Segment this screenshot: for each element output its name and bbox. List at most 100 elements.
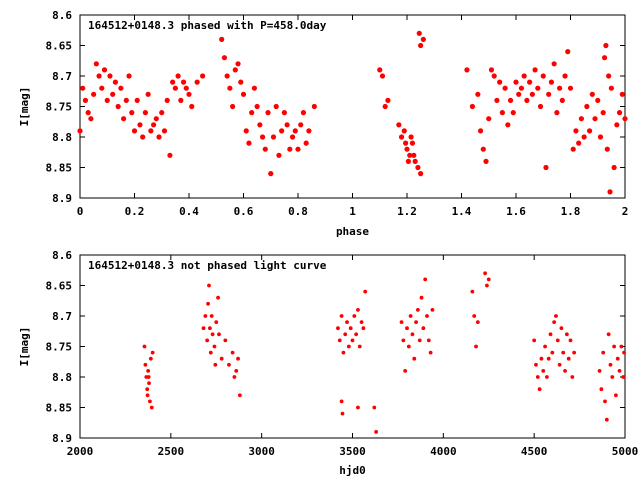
data-point — [412, 158, 418, 164]
data-point — [336, 326, 340, 331]
data-point — [521, 73, 527, 79]
data-point — [159, 110, 165, 116]
data-point — [555, 338, 560, 343]
data-point — [600, 110, 606, 116]
data-point — [430, 308, 435, 312]
data-point — [548, 332, 553, 337]
data-point — [80, 85, 86, 91]
data-point — [570, 375, 575, 379]
data-point — [276, 152, 282, 158]
data-point — [213, 362, 218, 367]
x-tick-label: 1.6 — [506, 205, 526, 218]
data-point — [352, 314, 357, 318]
data-point — [107, 73, 113, 79]
data-point — [480, 146, 486, 152]
data-point — [156, 134, 162, 140]
data-point — [510, 110, 516, 116]
data-point — [207, 326, 212, 331]
x-tick-label: 1.8 — [561, 205, 581, 218]
data-point — [259, 134, 266, 140]
data-point — [557, 362, 562, 367]
data-point — [210, 332, 215, 337]
data-point — [121, 116, 127, 122]
data-point — [238, 79, 244, 85]
data-point — [608, 362, 613, 367]
data-point — [576, 140, 582, 146]
data-point — [306, 128, 312, 134]
x-tick-label: 3000 — [248, 445, 275, 458]
data-point — [622, 116, 628, 122]
data-point — [469, 103, 475, 110]
data-point — [403, 369, 408, 373]
data-point — [77, 128, 83, 134]
data-point — [552, 320, 557, 324]
data-point — [219, 36, 225, 43]
x-tick-label: 3500 — [339, 445, 366, 458]
x-axis-label: hjd0 — [339, 464, 366, 477]
y-axis-label: I[mag] — [18, 327, 31, 367]
data-point — [311, 103, 317, 110]
data-point — [411, 152, 417, 158]
data-point — [216, 295, 220, 300]
data-point — [262, 146, 268, 152]
y-tick-label: 8.7 — [52, 310, 72, 323]
data-point — [112, 79, 119, 85]
data-point — [497, 79, 503, 85]
data-point — [279, 128, 285, 134]
data-point — [221, 55, 228, 61]
data-point — [343, 332, 348, 337]
data-point — [611, 164, 617, 171]
data-point — [404, 146, 410, 152]
data-point — [615, 356, 620, 361]
data-point — [205, 338, 210, 343]
data-point — [153, 116, 159, 122]
data-point — [546, 356, 551, 361]
x-tick-label: 4500 — [521, 445, 548, 458]
data-point — [243, 128, 249, 134]
data-point — [597, 134, 604, 140]
y-tick-label: 8.9 — [52, 432, 72, 445]
data-point — [537, 103, 544, 110]
data-point — [148, 128, 154, 134]
data-point — [543, 344, 547, 349]
data-point — [270, 134, 277, 140]
data-point — [421, 326, 426, 331]
data-point — [219, 356, 224, 361]
data-point — [419, 295, 424, 300]
data-point — [532, 67, 538, 73]
data-point — [230, 350, 235, 355]
data-point — [201, 326, 206, 331]
data-point — [385, 97, 391, 103]
data-point — [597, 369, 602, 373]
data-point — [423, 277, 428, 282]
data-point — [172, 85, 178, 91]
data-point — [604, 417, 609, 422]
data-point — [610, 375, 615, 379]
data-point — [540, 73, 546, 79]
data-point — [418, 171, 424, 177]
data-point — [161, 128, 168, 134]
data-point — [356, 405, 360, 410]
data-point — [265, 110, 271, 116]
data-point — [346, 344, 351, 349]
x-tick-label: 0.2 — [125, 205, 145, 218]
data-point — [396, 122, 402, 128]
data-point — [401, 338, 406, 343]
data-point — [573, 128, 579, 134]
data-point — [550, 350, 555, 355]
data-point — [96, 73, 102, 79]
data-point — [543, 164, 549, 171]
data-point — [561, 350, 566, 355]
data-point — [428, 350, 433, 355]
data-point — [251, 85, 257, 91]
data-point — [180, 79, 187, 85]
data-point — [619, 344, 624, 349]
data-point — [292, 128, 298, 134]
data-point — [557, 85, 563, 91]
data-point — [485, 283, 489, 288]
data-point — [603, 42, 609, 49]
phased-light-curve-chart: 0 0.2 0.4 0.6 0.8 1 1.2 1.4 1.6 1.8 2 8.6 8.65 8.7 8.7… — [18, 9, 628, 238]
data-point — [505, 122, 511, 128]
data-point — [474, 344, 478, 349]
x-tick-label: 1.2 — [397, 205, 417, 218]
